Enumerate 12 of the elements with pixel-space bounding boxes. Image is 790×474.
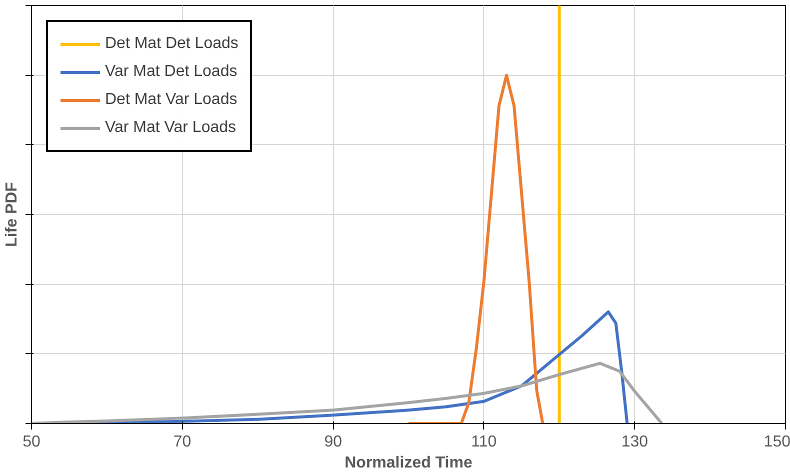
legend-label: Var Mat Det Loads xyxy=(105,63,238,81)
legend-label: Det Mat Det Loads xyxy=(105,35,238,53)
x-tick-label: 110 xyxy=(471,434,497,450)
x-tick-label: 90 xyxy=(324,434,342,450)
x-tick-label: 150 xyxy=(764,434,790,450)
x-tick-label: 50 xyxy=(22,434,40,450)
legend-label: Det Mat Var Loads xyxy=(105,91,238,109)
y-axis-title: Life PDF xyxy=(4,182,20,247)
x-axis-title: Normalized Time xyxy=(344,454,472,472)
x-tick-label: 70 xyxy=(173,434,192,450)
x-tick-label: 130 xyxy=(621,434,648,450)
legend-label: Var Mat Var Loads xyxy=(105,119,236,137)
